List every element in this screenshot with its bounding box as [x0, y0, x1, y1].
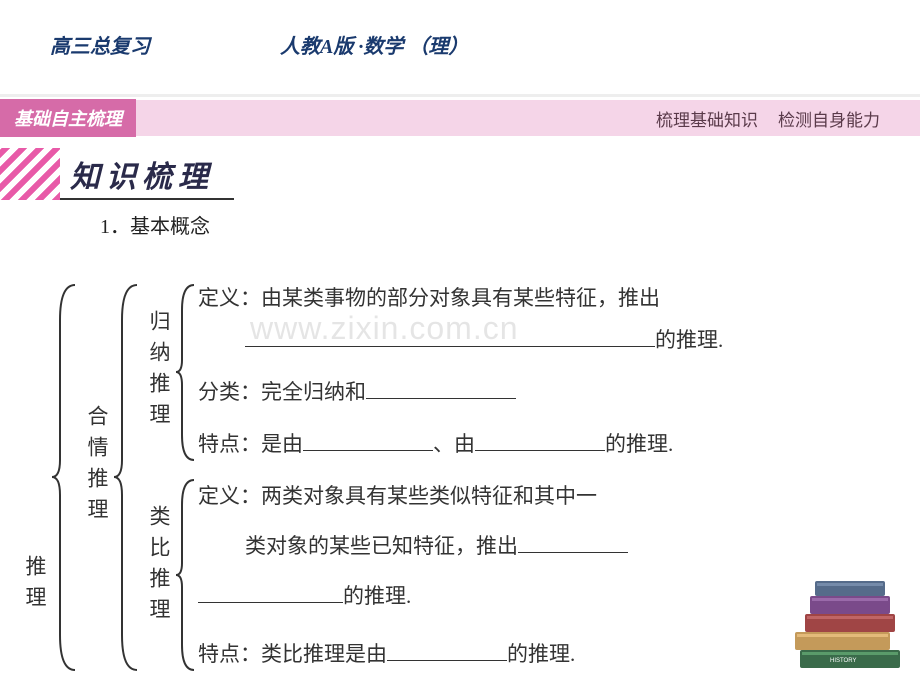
sub1-label: 归纳推理	[144, 310, 174, 434]
branch1-label: 合情推理	[82, 405, 112, 529]
bracket-root	[50, 280, 80, 675]
blank-6	[387, 639, 507, 661]
sub1-line3-prefix: 特点：是由	[198, 432, 303, 456]
subtitle: 1．基本概念	[100, 210, 920, 239]
tree-diagram: 推理 合情推理 归纳推理 定义：由某类事物的部分对象具有某些特征，推出 的推理.…	[20, 280, 890, 680]
sub2-line2-prefix: 类对象的某些已知特征，推出	[245, 534, 518, 558]
sub1-line1b: 的推理.	[245, 324, 723, 358]
sub1-line1a: 定义：由某类事物的部分对象具有某些特征，推出	[198, 282, 660, 316]
sub1-line3-mid: 、由	[433, 432, 475, 456]
sub1-line2-prefix: 分类：完全归纳和	[198, 380, 366, 404]
sub2-line4: 特点：类比推理是由 的推理.	[198, 638, 575, 672]
divider	[0, 94, 920, 97]
sub2-line3: 的推理.	[198, 580, 411, 614]
section-bar-text-2: 检测自身能力	[778, 106, 880, 131]
blank-2	[366, 377, 516, 399]
header-left: 高三总复习	[50, 30, 150, 59]
blank-1	[245, 325, 655, 347]
stripe-decoration	[0, 148, 60, 200]
sub1-line3-suffix: 的推理.	[605, 432, 673, 456]
bracket-sub2	[174, 475, 199, 675]
tree-root-label: 推理	[20, 555, 50, 617]
sub2-line4-suffix: 的推理.	[507, 642, 575, 666]
sub2-line3-suffix: 的推理.	[343, 584, 411, 608]
sub2-line2: 类对象的某些已知特征，推出	[245, 530, 628, 564]
section-bar-text-1: 梳理基础知识	[656, 106, 758, 131]
sub2-label: 类比推理	[144, 505, 174, 629]
sub1-line2: 分类：完全归纳和	[198, 376, 516, 410]
title-text: 知识梳理	[60, 152, 234, 200]
bracket-sub1	[174, 280, 199, 465]
section-bar-rest: 梳理基础知识 检测自身能力	[136, 100, 920, 136]
blank-3a	[303, 429, 433, 451]
blank-3b	[475, 429, 605, 451]
bracket-branch1	[112, 280, 142, 675]
header-right: 人教A版 ·数学 （理）	[280, 30, 468, 59]
blank-4	[518, 531, 628, 553]
sub1-line1b-suffix: 的推理.	[655, 328, 723, 352]
sub2-line1: 定义：两类对象具有某些类似特征和其中一	[198, 480, 597, 514]
section-bar: 基础自主梳理 梳理基础知识 检测自身能力	[0, 100, 920, 136]
sub1-line3: 特点：是由 、由 的推理.	[198, 428, 673, 462]
sub2-line4-prefix: 特点：类比推理是由	[198, 642, 387, 666]
blank-5	[198, 581, 343, 603]
section-bar-label: 基础自主梳理	[0, 99, 136, 137]
title-block: 知识梳理	[0, 148, 920, 200]
